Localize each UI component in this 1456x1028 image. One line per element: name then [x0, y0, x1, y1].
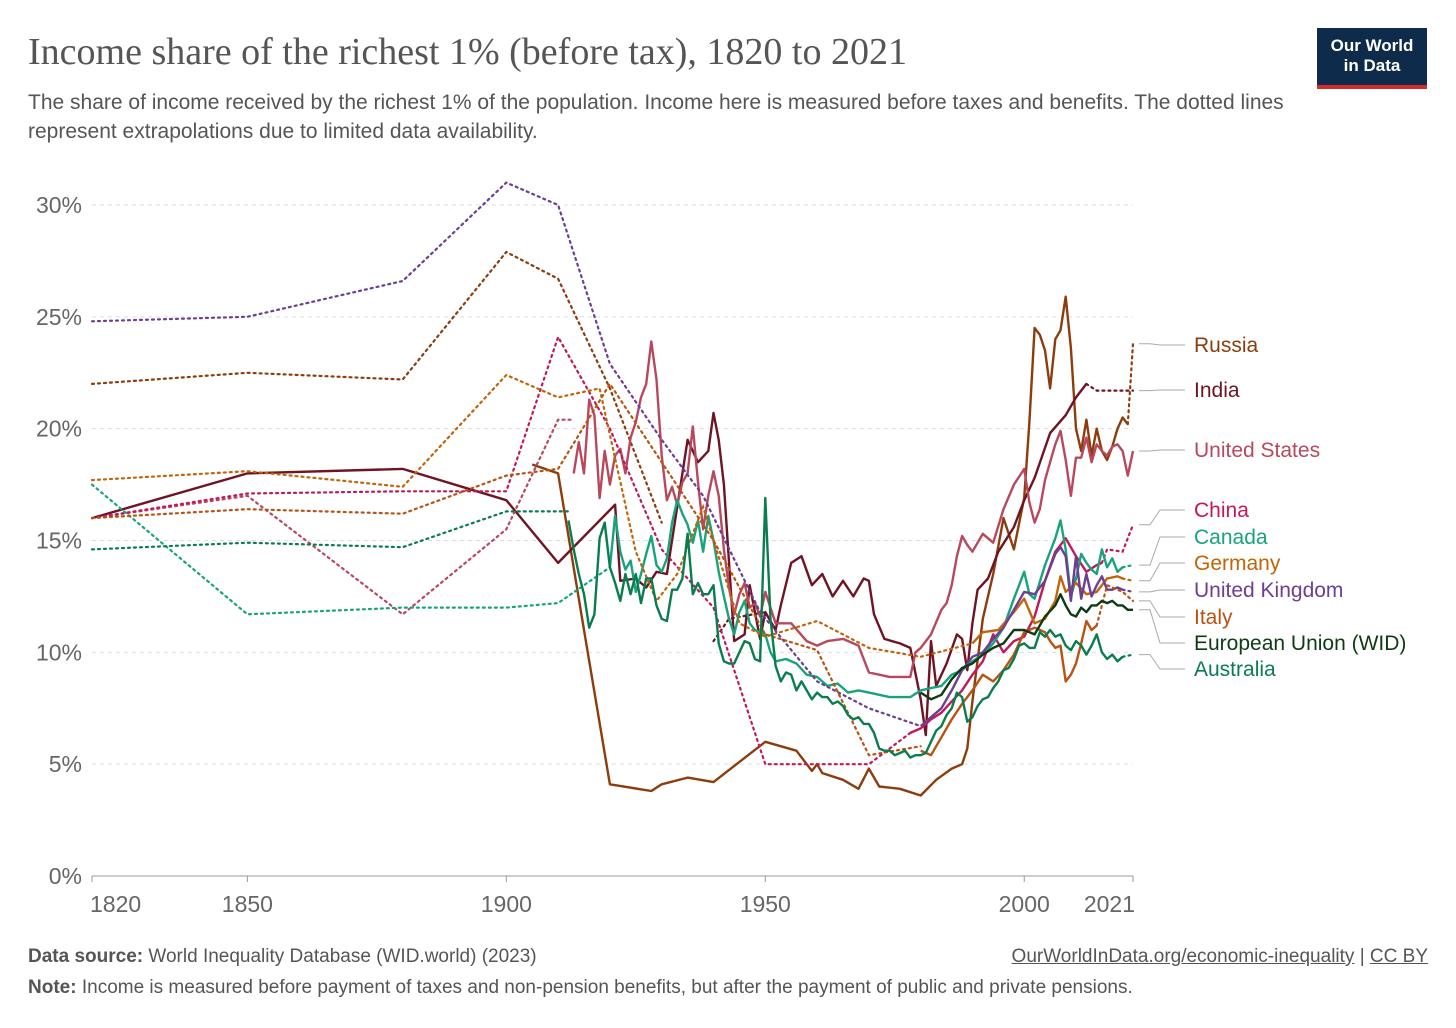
series-label-united-states: United States — [1139, 439, 1320, 462]
series-line — [920, 619, 1098, 757]
x-tick-label: 1950 — [740, 891, 791, 917]
series-label-text: Russia — [1194, 334, 1259, 357]
label-leader-line — [1139, 509, 1185, 526]
series-label-china: China — [1139, 499, 1249, 526]
series-united-kingdom — [90, 181, 1135, 728]
series-extrapolation-line — [90, 510, 570, 551]
series-label-canada: Canada — [1139, 526, 1268, 566]
series-line — [567, 496, 1124, 759]
series-label-united-kingdom: United Kingdom — [1139, 579, 1343, 602]
series-labels: Russia India United States China Canada Germa… — [1139, 334, 1406, 681]
logo-line-2: in Data — [1343, 56, 1401, 75]
series-label-text: United States — [1194, 439, 1320, 462]
label-leader-line — [1139, 562, 1185, 582]
series-extrapolation-line — [90, 373, 974, 658]
series-label-european-union-wid-: European Union (WID) — [1139, 609, 1406, 655]
x-tick-label: 2021 — [1084, 891, 1135, 917]
y-axis-ticks: 0% 5% 10% 15% 20% 25% 30% — [36, 192, 82, 889]
chart-title: Income share of the richest 1% (before t… — [28, 31, 907, 73]
series-line — [909, 537, 1103, 735]
series-extrapolation-line — [90, 250, 663, 524]
y-tick-label: 20% — [36, 416, 82, 442]
chart-subtitle: The share of income received by the rich… — [28, 91, 1284, 143]
owid-logo[interactable]: Our World in Data — [1317, 28, 1427, 89]
series-extrapolation-line — [1095, 583, 1135, 627]
note-label: Note: — [28, 977, 77, 998]
label-leader-line — [1139, 609, 1185, 644]
source-links: OurWorldInData.org/economic-inequality |… — [1012, 946, 1428, 968]
y-tick-label: 0% — [49, 863, 82, 889]
owid-link[interactable]: OurWorldInData.org/economic-inequality — [1011, 946, 1355, 967]
series-extrapolation-line — [90, 381, 922, 757]
y-tick-label: 10% — [36, 639, 82, 665]
link-separator: | — [1359, 946, 1365, 967]
series-label-germany: Germany — [1139, 552, 1281, 582]
x-axis: 1820 1850 1900 1950 2000 2021 — [90, 875, 1135, 917]
label-leader-line — [1139, 449, 1185, 452]
y-tick-label: 25% — [36, 304, 82, 330]
data-source-text: World Inequality Database (WID.world) (2… — [148, 946, 537, 967]
series-italy — [90, 381, 1135, 757]
label-leader-line — [1139, 343, 1185, 346]
series-extrapolation-line — [1085, 382, 1135, 392]
series-extrapolation-line — [1121, 588, 1135, 593]
label-leader-line — [1139, 654, 1185, 670]
series-united-states — [90, 340, 1135, 679]
series-label-italy: Italy — [1139, 600, 1233, 629]
series-label-text: China — [1194, 499, 1249, 522]
x-tick-label: 2000 — [999, 891, 1050, 917]
series-label-india: India — [1139, 379, 1240, 402]
series-russia — [90, 250, 1135, 797]
logo-line-1: Our World — [1330, 36, 1414, 55]
series-label-text: Italy — [1194, 606, 1233, 629]
data-source-label: Data source: — [28, 946, 144, 967]
label-leader-line — [1139, 389, 1185, 392]
series-european-union-wid- — [920, 593, 1133, 701]
series-label-text: India — [1194, 379, 1240, 402]
series-lines — [90, 181, 1135, 797]
series-label-australia: Australia — [1139, 654, 1276, 681]
y-tick-label: 5% — [49, 751, 82, 777]
series-extrapolation-line — [90, 418, 575, 616]
x-tick-label: 1820 — [90, 891, 141, 917]
series-extrapolation-line — [1121, 577, 1135, 582]
series-extrapolation-line — [1121, 564, 1135, 569]
series-label-russia: Russia — [1139, 334, 1259, 357]
series-label-text: Canada — [1194, 526, 1268, 549]
series-australia — [90, 496, 1135, 759]
series-extrapolation-line — [1121, 653, 1135, 658]
note-text: Income is measured before payment of tax… — [81, 977, 1133, 998]
label-leader-line — [1139, 536, 1185, 566]
series-extrapolation-line — [1100, 523, 1135, 564]
license-link[interactable]: CC BY — [1369, 946, 1428, 967]
series-label-text: Australia — [1194, 658, 1276, 681]
series-line — [91, 383, 1088, 737]
data-source: Data source: World Inequality Database (… — [28, 946, 537, 968]
series-line — [531, 295, 1129, 797]
grid-lines — [92, 204, 1133, 765]
x-tick-label: 1850 — [222, 891, 273, 917]
y-tick-label: 15% — [36, 528, 82, 554]
series-line — [920, 593, 1133, 701]
series-extrapolation-line — [90, 334, 912, 766]
label-leader-line — [1139, 600, 1185, 618]
series-extrapolation-line — [90, 483, 611, 616]
series-label-text: United Kingdom — [1194, 579, 1343, 602]
label-leader-line — [1139, 589, 1185, 593]
series-label-text: European Union (WID) — [1194, 632, 1406, 655]
series-label-text: Germany — [1194, 552, 1281, 575]
series-line — [608, 499, 1124, 699]
series-extrapolation-line — [90, 181, 922, 728]
line-chart: 0% 5% 10% 15% 20% 25% 30% 1820 1850 1900 1950 2000… — [36, 181, 1406, 917]
chart-note: Note: Income is measured before payment … — [28, 977, 1133, 999]
series-canada — [90, 483, 1135, 699]
series-line — [572, 340, 1135, 679]
series-extrapolation-line — [1126, 342, 1135, 426]
y-tick-label: 30% — [36, 192, 82, 218]
x-tick-label: 1900 — [481, 891, 532, 917]
